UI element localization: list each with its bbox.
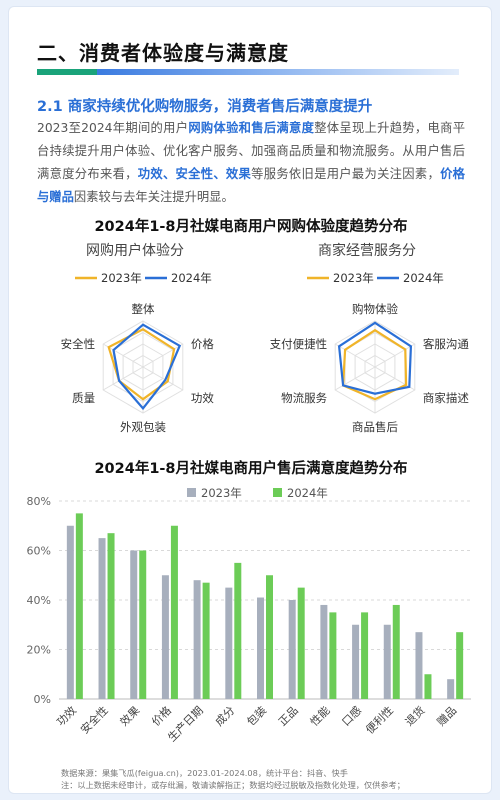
- radar-axis-label: 商品售后: [352, 420, 398, 434]
- intro-highlight: 网购体验和售后满意度: [188, 121, 315, 135]
- bar-2024年: [392, 604, 400, 699]
- intro-text: 整体呈现上升趋势，电商平台持续提升用户体验、优化客户服务、加强商品质量和物流服务…: [37, 121, 465, 181]
- legend-swatch-2023年: [187, 488, 196, 497]
- x-tick-label: 价格: [149, 703, 174, 728]
- chart2-title: 2024年1-8月社媒电商用户售后满意度趋势分布: [94, 461, 408, 477]
- bar-2024年: [107, 533, 115, 699]
- radar-axis-label: 购物体验: [352, 302, 398, 316]
- bar-2024年: [424, 674, 432, 699]
- radar-axis-label: 商家描述: [423, 391, 469, 405]
- intro-text: 因素较与去年关注提升明显。: [73, 190, 234, 204]
- intro-highlight: 价格与赠品: [37, 167, 465, 204]
- legend-swatch-2024年: [273, 488, 282, 497]
- bar-2024年: [170, 525, 178, 699]
- y-tick-label: 0%: [34, 693, 51, 706]
- radar-spoke: [102, 366, 144, 391]
- chart1-title: 2024年1-8月社媒电商用户网购体验度趋势分布: [94, 219, 408, 235]
- bar-2023年: [161, 575, 169, 699]
- x-tick-label: 退货: [402, 703, 427, 728]
- radar-series-2024年: [112, 323, 182, 411]
- bar-2023年: [66, 525, 74, 699]
- radar-spoke: [142, 343, 184, 368]
- intro-highlight: 功效、安全性、效果: [137, 167, 252, 181]
- bar-2023年: [383, 624, 391, 699]
- bar-2023年: [257, 597, 264, 699]
- x-tick-label: 安全性: [77, 703, 110, 736]
- bar-2024年: [297, 587, 305, 699]
- legend-label: 2023年: [201, 486, 242, 500]
- radar-axis-label: 整体: [132, 302, 155, 316]
- legend-label: 2024年: [403, 271, 444, 285]
- radar-spoke: [334, 366, 376, 391]
- radar-title: 网购用户体验分: [86, 242, 184, 259]
- intro-text: 2023至2024年期间的用户: [37, 121, 189, 135]
- y-tick-label: 20%: [27, 644, 51, 657]
- bar-2024年: [139, 550, 147, 699]
- bar-chart: 2023年 2024年 0% 20% 40% 60% 80% 功效 安全性 效果 价格生产日期 成分包…: [27, 486, 471, 744]
- section-heading: 2.1 商家持续优化购物服务，消费者售后满意度提升: [37, 99, 373, 115]
- radar-series-2024年: [337, 321, 413, 395]
- x-tick-label: 性能: [307, 703, 332, 728]
- x-tick-label: 口感: [339, 704, 364, 729]
- bar-2023年: [225, 587, 233, 699]
- y-tick-label: 60%: [27, 545, 51, 558]
- footnote-source: 数据来源：果集飞瓜(feigua.cn)，2023.01-2024.08，统计平…: [61, 768, 348, 778]
- bar-2023年: [352, 624, 360, 699]
- bar-2023年: [130, 550, 138, 699]
- bar-2024年: [266, 575, 273, 699]
- bar-2023年: [98, 538, 106, 699]
- bar-2023年: [193, 580, 201, 699]
- legend-label: 2023年: [333, 271, 374, 285]
- radar-axis-label: 质量: [72, 391, 95, 405]
- intro-text: 等服务依旧是用户最为关注因素，: [251, 167, 441, 181]
- page-title: 二、消费者体验度与满意度: [37, 41, 289, 65]
- title-accent-bar: [37, 69, 459, 75]
- radar-axis-label: 支付便捷性: [270, 337, 328, 351]
- intro-paragraph: 2023至2024年期间的用户网购体验和售后满意度整体呈现上升趋势，电商平台持续…: [37, 117, 465, 209]
- bar-2024年: [361, 612, 369, 699]
- radar-title: 商家经营服务分: [318, 242, 416, 259]
- bar-2023年: [288, 600, 296, 699]
- radar-spoke: [374, 343, 416, 368]
- radar-axis-label: 客服沟通: [423, 337, 469, 351]
- radar-series-2023年: [341, 328, 408, 401]
- x-tick-label: 功效: [54, 703, 79, 728]
- bar-plot: 2023年 2024年 0% 20% 40% 60% 80% 功效 安全性 效果 价格生产日期 成分包…: [27, 486, 471, 744]
- legend-label: 2024年: [171, 271, 212, 285]
- radar-spoke: [142, 366, 184, 391]
- y-tick-label: 80%: [27, 495, 51, 508]
- report-page: 二、消费者体验度与满意度 2.1 商家持续优化购物服务，消费者售后满意度提升 2…: [8, 6, 492, 794]
- bar-2024年: [329, 612, 337, 699]
- bar-2024年: [75, 513, 83, 699]
- bar-2024年: [456, 632, 464, 699]
- footnote-note: 注：以上数据未经审计，或存纰漏，敬请读解指正；数据均经过脱敏及指数化处理，仅供参…: [61, 780, 405, 790]
- x-tick-label: 效果: [117, 703, 142, 728]
- radar-spoke: [334, 343, 376, 368]
- y-tick-label: 40%: [27, 594, 51, 607]
- radar-axis-label: 物流服务: [281, 391, 327, 405]
- x-tick-label: 便利性: [363, 703, 396, 736]
- radar-axis-label: 安全性: [61, 337, 96, 351]
- x-tick-label: 包装: [244, 704, 269, 729]
- x-tick-label: 正品: [276, 704, 301, 729]
- radar-axis-label: 价格: [191, 337, 214, 351]
- x-tick-label: 成分: [213, 704, 238, 729]
- legend-label: 2024年: [287, 486, 328, 500]
- x-tick-label: 生产日期: [165, 703, 206, 744]
- legend-label: 2023年: [101, 271, 142, 285]
- bar-2023年: [415, 632, 423, 699]
- bar-2024年: [234, 562, 242, 699]
- x-tick-label: 赠品: [434, 703, 459, 728]
- bar-2023年: [447, 679, 455, 699]
- bar-2023年: [320, 604, 328, 699]
- bar-2024年: [202, 582, 210, 699]
- radar-axis-label: 功效: [191, 391, 214, 405]
- radar-axis-label: 外观包装: [120, 420, 166, 434]
- radar-series-2023年: [107, 328, 176, 401]
